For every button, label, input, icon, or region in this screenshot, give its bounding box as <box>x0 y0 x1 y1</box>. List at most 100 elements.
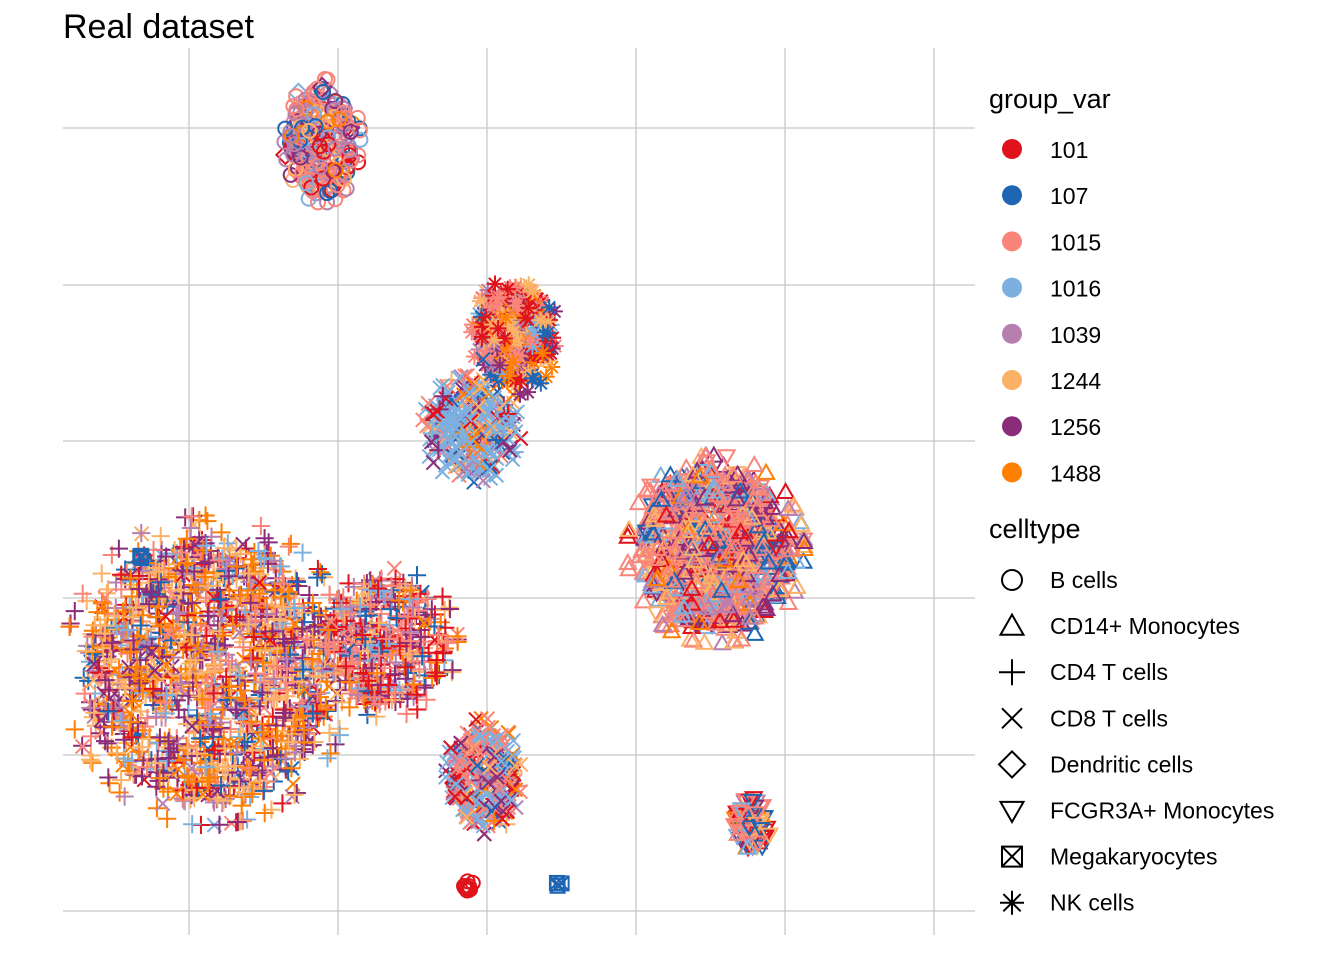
data-point <box>794 535 814 553</box>
data-point <box>255 803 274 823</box>
data-point <box>484 316 501 333</box>
data-point <box>729 570 749 588</box>
data-point <box>214 791 233 810</box>
data-point <box>235 536 251 553</box>
data-point <box>473 318 491 336</box>
data-point <box>251 516 270 536</box>
data-point <box>491 356 509 374</box>
data-point <box>167 604 186 624</box>
data-point <box>332 693 352 712</box>
data-point <box>216 761 235 780</box>
data-point <box>747 806 767 824</box>
data-point <box>532 311 549 329</box>
data-point <box>402 581 421 600</box>
data-point <box>279 733 298 752</box>
data-point <box>292 604 312 623</box>
data-point <box>506 378 523 396</box>
data-point <box>443 433 460 449</box>
data-point <box>238 581 258 600</box>
data-point <box>456 428 472 444</box>
data-point <box>177 553 197 573</box>
data-point <box>452 753 468 770</box>
data-point <box>179 768 198 787</box>
data-point <box>386 560 403 576</box>
data-point <box>341 654 360 674</box>
data-point <box>712 497 732 515</box>
data-point <box>327 140 344 157</box>
data-point <box>400 589 419 609</box>
data-point <box>319 185 336 202</box>
data-point <box>244 627 263 647</box>
legend-swatch-1256 <box>1002 416 1022 437</box>
data-point <box>137 757 157 777</box>
data-point <box>82 700 102 719</box>
data-point <box>241 760 260 779</box>
data-point <box>522 332 540 349</box>
data-point <box>454 801 471 818</box>
legend-shape-cross-icon <box>1001 707 1023 730</box>
legend-label-celltype: Dendritic cells <box>1050 751 1193 777</box>
data-point <box>177 529 196 548</box>
data-point <box>646 606 667 624</box>
data-point <box>81 698 100 718</box>
data-point <box>216 559 236 579</box>
data-point <box>300 585 319 605</box>
data-point <box>736 565 757 583</box>
data-point <box>385 592 405 611</box>
data-point <box>200 768 219 788</box>
data-point <box>133 738 152 757</box>
data-point <box>99 768 118 787</box>
data-point <box>288 101 305 118</box>
data-point <box>242 653 261 672</box>
data-point <box>330 726 349 745</box>
data-point <box>254 723 273 742</box>
data-point <box>161 684 180 703</box>
data-point <box>310 194 327 211</box>
data-point <box>280 645 300 664</box>
data-point <box>751 487 772 505</box>
data-point <box>511 317 528 335</box>
data-point <box>301 122 318 139</box>
data-point <box>193 690 212 709</box>
data-point <box>404 675 423 694</box>
data-point <box>242 712 261 731</box>
data-point <box>482 759 498 775</box>
data-point <box>401 631 420 651</box>
data-point <box>273 794 292 813</box>
data-point <box>239 564 258 583</box>
data-point <box>748 835 769 853</box>
data-point <box>293 660 313 679</box>
data-point <box>689 612 710 630</box>
data-point <box>219 677 239 696</box>
legend-shape-triangle-down-icon <box>998 800 1026 825</box>
data-point <box>723 605 743 623</box>
data-point <box>398 607 417 626</box>
data-point <box>169 700 188 719</box>
data-point <box>146 607 166 626</box>
data-point <box>311 182 328 199</box>
data-point <box>447 788 463 805</box>
data-point <box>112 771 131 790</box>
data-point <box>102 717 122 736</box>
data-point <box>371 655 390 674</box>
data-point <box>342 123 359 140</box>
data-point <box>478 309 495 327</box>
data-point <box>429 626 448 645</box>
data-point <box>353 625 372 645</box>
data-point <box>643 559 663 577</box>
data-point <box>227 557 247 576</box>
data-point <box>239 714 259 733</box>
data-point <box>532 374 550 392</box>
data-point <box>255 750 274 770</box>
legend-label-107: 107 <box>1050 183 1088 209</box>
data-point <box>511 385 529 403</box>
data-point <box>121 569 140 588</box>
data-point <box>407 566 427 585</box>
data-point <box>482 443 499 459</box>
grid-lines <box>63 48 975 935</box>
legend-shape-diamond-icon <box>997 749 1027 779</box>
data-point <box>243 784 262 804</box>
data-point <box>124 640 143 659</box>
legend-label-celltype: CD14+ Monocytes <box>1050 613 1240 639</box>
